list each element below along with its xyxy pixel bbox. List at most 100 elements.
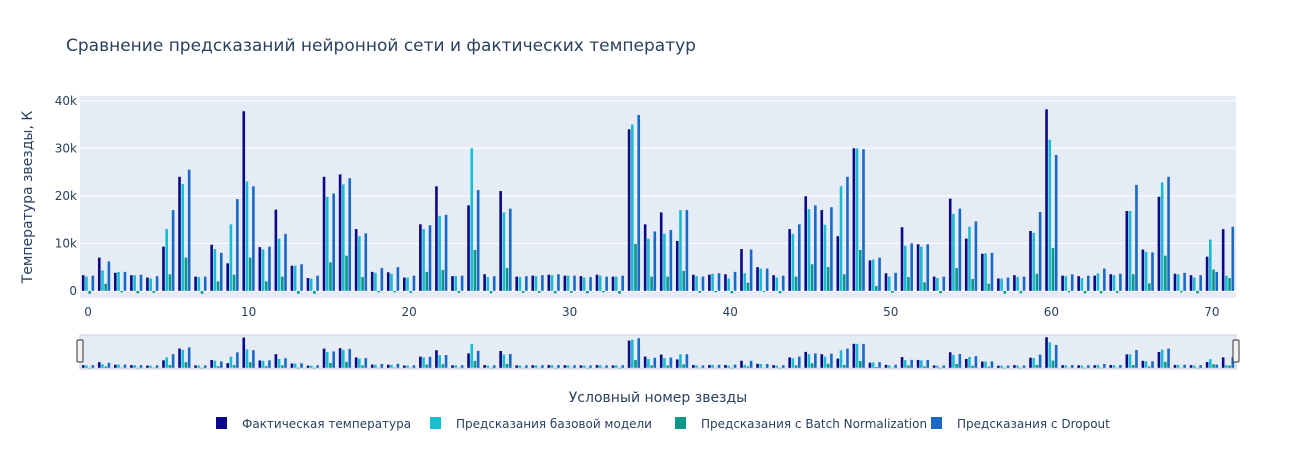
bar[interactable] bbox=[454, 276, 458, 291]
bar[interactable] bbox=[836, 236, 840, 291]
bar[interactable] bbox=[146, 277, 149, 291]
bar[interactable] bbox=[685, 210, 689, 291]
bar[interactable] bbox=[290, 265, 294, 291]
bar[interactable] bbox=[724, 274, 727, 291]
bar[interactable] bbox=[765, 268, 769, 291]
bar[interactable] bbox=[322, 176, 326, 291]
bar[interactable] bbox=[598, 275, 602, 291]
bar[interactable] bbox=[203, 276, 207, 291]
range-handle-right[interactable] bbox=[1232, 339, 1240, 363]
bar[interactable] bbox=[422, 229, 425, 291]
legend-item-2[interactable]: Предсказания с Batch Normalization bbox=[675, 417, 927, 431]
bar[interactable] bbox=[171, 210, 175, 291]
bar[interactable] bbox=[91, 275, 95, 291]
bar[interactable] bbox=[653, 231, 657, 291]
bar[interactable] bbox=[987, 283, 991, 291]
bar[interactable] bbox=[1199, 275, 1202, 291]
bar[interactable] bbox=[139, 274, 143, 291]
bar[interactable] bbox=[958, 208, 962, 291]
bar[interactable] bbox=[438, 215, 441, 291]
bar[interactable] bbox=[563, 275, 567, 291]
bar[interactable] bbox=[1000, 278, 1003, 291]
bar[interactable] bbox=[406, 277, 409, 291]
bar[interactable] bbox=[666, 276, 669, 291]
bar[interactable] bbox=[820, 210, 824, 291]
bar[interactable] bbox=[614, 276, 618, 291]
bar[interactable] bbox=[451, 276, 454, 291]
bar[interactable] bbox=[1109, 274, 1113, 291]
bar[interactable] bbox=[268, 246, 271, 291]
bar[interactable] bbox=[1231, 226, 1235, 291]
bar[interactable] bbox=[923, 282, 926, 291]
bar[interactable] bbox=[1070, 274, 1074, 291]
bar[interactable] bbox=[708, 274, 711, 291]
bar[interactable] bbox=[313, 290, 316, 294]
bar[interactable] bbox=[659, 212, 663, 291]
bar[interactable] bbox=[1035, 273, 1039, 291]
bar[interactable] bbox=[842, 274, 846, 291]
bar[interactable] bbox=[1167, 176, 1170, 291]
bar[interactable] bbox=[210, 244, 213, 291]
bar[interactable] bbox=[855, 148, 859, 291]
bar[interactable] bbox=[342, 184, 345, 291]
bar[interactable] bbox=[637, 115, 641, 291]
bar[interactable] bbox=[1080, 278, 1084, 291]
bar[interactable] bbox=[730, 290, 734, 294]
bar[interactable] bbox=[1125, 211, 1129, 291]
bar[interactable] bbox=[1093, 275, 1097, 291]
bar[interactable] bbox=[984, 253, 987, 291]
bar[interactable] bbox=[515, 276, 519, 291]
bar[interactable] bbox=[168, 274, 172, 291]
bar[interactable] bbox=[489, 290, 493, 294]
bar[interactable] bbox=[476, 190, 480, 291]
bar[interactable] bbox=[634, 243, 637, 291]
bar[interactable] bbox=[473, 249, 477, 291]
bar[interactable] bbox=[990, 252, 994, 291]
bar[interactable] bbox=[248, 257, 252, 291]
bar[interactable] bbox=[566, 275, 570, 291]
bar[interactable] bbox=[846, 176, 849, 291]
bar[interactable] bbox=[916, 244, 920, 291]
bar[interactable] bbox=[1128, 211, 1132, 291]
bar[interactable] bbox=[948, 198, 952, 291]
range-handle-left[interactable] bbox=[76, 339, 84, 363]
bar[interactable] bbox=[663, 233, 666, 291]
bar[interactable] bbox=[1147, 283, 1151, 291]
bar[interactable] bbox=[325, 196, 329, 291]
bar[interactable] bbox=[1096, 273, 1100, 291]
bar[interactable] bbox=[602, 290, 605, 293]
bar[interactable] bbox=[733, 271, 737, 291]
bar[interactable] bbox=[525, 276, 528, 291]
bar[interactable] bbox=[284, 233, 287, 291]
bar[interactable] bbox=[274, 209, 278, 291]
bar[interactable] bbox=[891, 290, 894, 293]
bar[interactable] bbox=[152, 290, 156, 293]
bar[interactable] bbox=[184, 257, 188, 291]
bar[interactable] bbox=[88, 290, 91, 294]
bar[interactable] bbox=[788, 229, 791, 291]
bar[interactable] bbox=[920, 246, 923, 291]
bar[interactable] bbox=[1183, 272, 1186, 291]
bar[interactable] bbox=[871, 259, 875, 291]
bar[interactable] bbox=[692, 274, 695, 291]
bar[interactable] bbox=[1196, 290, 1199, 294]
bar[interactable] bbox=[964, 238, 968, 291]
bar[interactable] bbox=[884, 273, 888, 291]
bar[interactable] bbox=[236, 199, 239, 291]
bar[interactable] bbox=[1225, 275, 1228, 291]
bar[interactable] bbox=[242, 111, 246, 291]
bar[interactable] bbox=[457, 290, 461, 293]
bar[interactable] bbox=[627, 129, 631, 291]
bar[interactable] bbox=[386, 272, 390, 291]
bar[interactable] bbox=[165, 229, 169, 291]
bar[interactable] bbox=[419, 224, 422, 291]
bar[interactable] bbox=[900, 227, 904, 291]
bar[interactable] bbox=[547, 274, 551, 291]
bar[interactable] bbox=[1131, 274, 1135, 291]
bar[interactable] bbox=[332, 193, 335, 291]
bar[interactable] bbox=[749, 249, 753, 291]
bar[interactable] bbox=[910, 243, 913, 291]
bar[interactable] bbox=[1119, 273, 1122, 291]
bar[interactable] bbox=[679, 210, 682, 291]
bar[interactable] bbox=[97, 257, 101, 291]
